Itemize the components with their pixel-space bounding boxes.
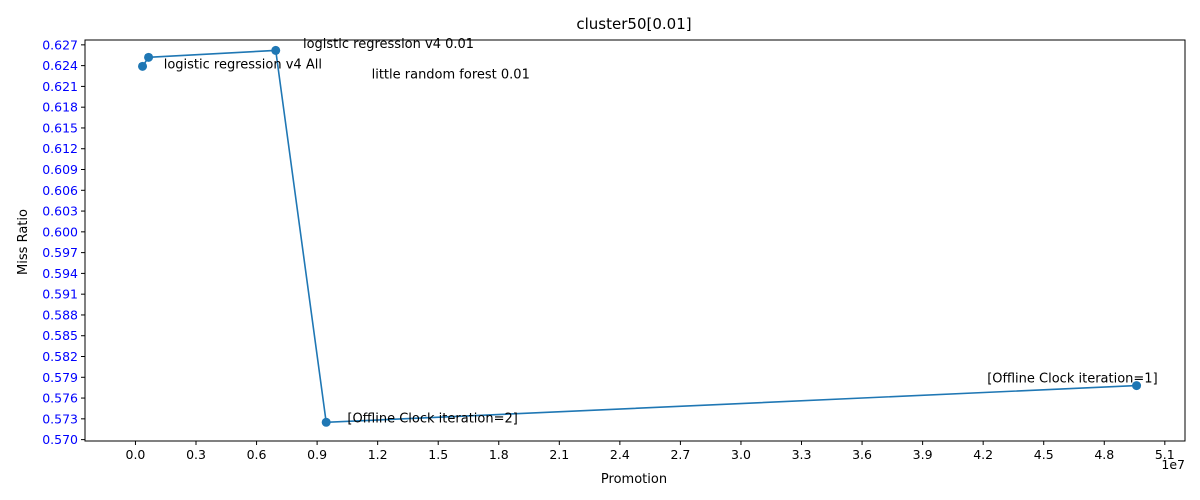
x-tick-label: 1.2	[368, 447, 388, 462]
y-tick-label: 0.612	[42, 141, 78, 156]
y-tick-label: 0.603	[42, 204, 78, 219]
x-tick-label: 3.0	[731, 447, 751, 462]
data-point	[321, 417, 331, 427]
y-tick-label: 0.606	[42, 183, 78, 198]
y-tick-label: 0.579	[42, 370, 78, 385]
y-axis-label: Miss Ratio	[16, 209, 31, 275]
annotation-label: [Offline Clock iteration=2]	[347, 412, 517, 427]
x-tick-label: 0.0	[126, 447, 146, 462]
y-tick-label: 0.624	[42, 58, 78, 73]
x-tick-label: 0.3	[186, 447, 206, 462]
chart-title: cluster50[0.01]	[576, 15, 691, 33]
x-tick-label: 4.8	[1094, 447, 1114, 462]
y-tick-label: 0.576	[42, 391, 78, 406]
data-point	[144, 52, 154, 62]
x-tick-label: 3.3	[792, 447, 812, 462]
y-tick-label: 0.573	[42, 411, 78, 426]
y-tick-label: 0.600	[42, 224, 78, 239]
y-tick-label: 0.597	[42, 245, 78, 260]
x-tick-label: 1.5	[428, 447, 448, 462]
x-tick-label: 3.9	[913, 447, 933, 462]
annotation-label: [Offline Clock iteration=1]	[987, 371, 1157, 386]
x-tick-label: 4.5	[1034, 447, 1054, 462]
y-tick-label: 0.588	[42, 307, 78, 322]
y-tick-label: 0.585	[42, 328, 78, 343]
y-tick-label: 0.615	[42, 120, 78, 135]
y-tick-label: 0.570	[42, 432, 78, 447]
x-tick-label: 0.9	[307, 447, 327, 462]
annotation-label: little random forest 0.01	[372, 67, 530, 82]
plot-frame	[84, 39, 1186, 442]
x-tick-label: 5.1	[1155, 447, 1175, 462]
data-point	[1132, 381, 1142, 391]
y-tick-label: 0.621	[42, 79, 78, 94]
data-point	[138, 61, 148, 71]
plot-area: 0.0 0.3 0.6 0.9 1.2 1.5 1.8 2.1 2.4 2.7 3.0 3.3 3.6 3…	[42, 37, 1186, 462]
y-tick-label: 0.618	[42, 100, 78, 115]
y-tick-label: 0.591	[42, 287, 78, 302]
x-tick-label: 4.2	[973, 447, 993, 462]
y-tick-label: 0.582	[42, 349, 78, 364]
y-tick-label: 0.594	[42, 266, 78, 281]
x-axis-label: Promotion	[601, 472, 667, 487]
annotation-label: logistic regression v4 0.01	[303, 37, 474, 52]
x-tick-label: 3.6	[852, 447, 872, 462]
annotation-label: logistic regression v4 All	[164, 58, 322, 73]
x-axis-offset-label: 1e7	[1161, 457, 1185, 472]
data-point	[271, 45, 281, 55]
y-tick-label: 0.609	[42, 162, 78, 177]
x-tick-label: 2.7	[670, 447, 690, 462]
x-tick-label: 1.8	[489, 447, 509, 462]
x-tick-label: 0.6	[247, 447, 267, 462]
x-tick-label: 2.4	[610, 447, 630, 462]
x-tick-label: 2.1	[549, 447, 569, 462]
y-tick-label: 0.627	[42, 37, 78, 52]
